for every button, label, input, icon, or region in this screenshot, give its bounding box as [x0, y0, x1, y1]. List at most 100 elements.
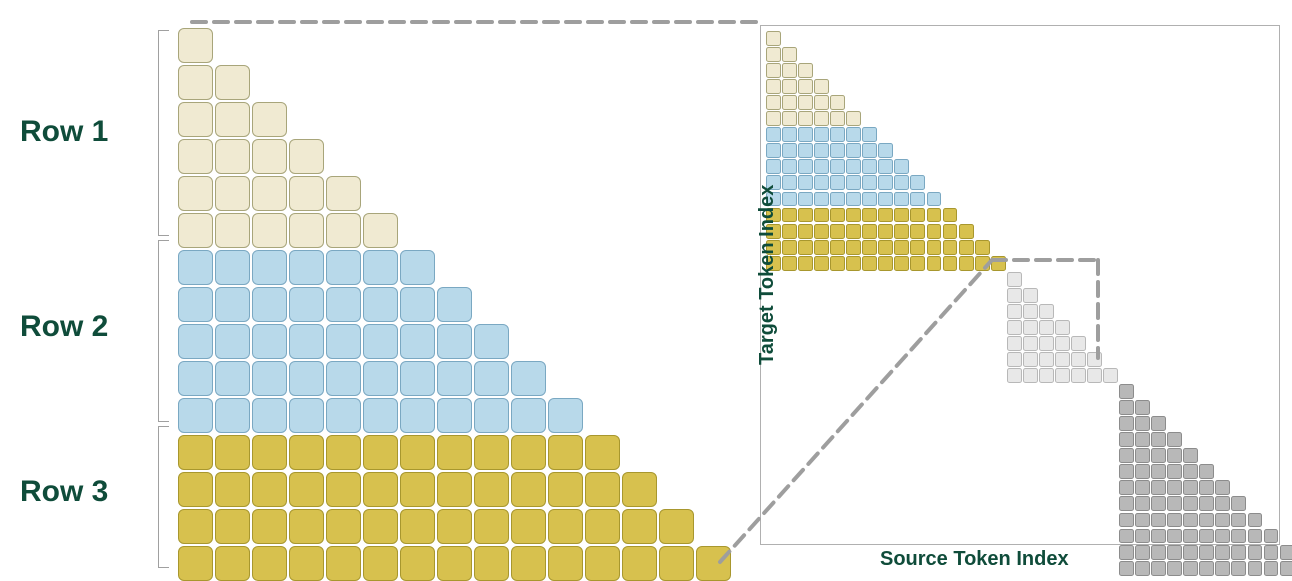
grid-cell: [766, 95, 781, 110]
grid-cell: [1167, 545, 1182, 560]
grid-cell: [252, 398, 287, 433]
grid-cell: [894, 240, 909, 255]
grid-cell: [252, 546, 287, 581]
grid-cell: [782, 208, 797, 223]
grid-cell: [215, 361, 250, 396]
grid-cell: [1167, 513, 1182, 528]
grid-cell: [1280, 561, 1292, 576]
grid-cell: [1023, 288, 1038, 303]
grid-cell: [1199, 545, 1214, 560]
grid-cell: [782, 224, 797, 239]
grid-cell: [814, 95, 829, 110]
grid-cell: [846, 224, 861, 239]
grid-cell: [1055, 368, 1070, 383]
grid-cell: [326, 435, 361, 470]
grid-cell: [252, 250, 287, 285]
grid-cell: [814, 127, 829, 142]
grid-cell: [1023, 368, 1038, 383]
grid-cell: [910, 175, 925, 190]
grid-cell: [511, 361, 546, 396]
grid-cell: [814, 143, 829, 158]
grid-cell: [1151, 561, 1166, 576]
grid-cell: [215, 213, 250, 248]
grid-cell: [975, 256, 990, 271]
grid-cell: [878, 175, 893, 190]
grid-cell: [894, 192, 909, 207]
grid-cell: [585, 472, 620, 507]
grid-cell: [659, 509, 694, 544]
grid-cell: [400, 435, 435, 470]
grid-cell: [178, 213, 213, 248]
grid-cell: [1248, 529, 1263, 544]
grid-cell: [1167, 529, 1182, 544]
grid-cell: [1199, 464, 1214, 479]
grid-cell: [1071, 352, 1086, 367]
grid-cell: [782, 63, 797, 78]
grid-cell: [943, 256, 958, 271]
grid-cell: [474, 472, 509, 507]
grid-cell: [252, 361, 287, 396]
grid-cell: [878, 240, 893, 255]
grid-cell: [326, 398, 361, 433]
grid-cell: [1183, 513, 1198, 528]
grid-cell: [830, 175, 845, 190]
grid-cell: [585, 435, 620, 470]
grid-cell: [511, 435, 546, 470]
grid-cell: [782, 111, 797, 126]
grid-cell: [1231, 545, 1246, 560]
grid-cell: [252, 472, 287, 507]
grid-cell: [1231, 529, 1246, 544]
grid-cell: [1183, 496, 1198, 511]
grid-cell: [1151, 464, 1166, 479]
grid-cell: [252, 213, 287, 248]
grid-cell: [363, 509, 398, 544]
grid-cell: [437, 546, 472, 581]
grid-cell: [400, 324, 435, 359]
grid-cell: [1023, 336, 1038, 351]
grid-cell: [1183, 464, 1198, 479]
grid-cell: [1215, 545, 1230, 560]
grid-cell: [814, 208, 829, 223]
grid-cell: [943, 208, 958, 223]
grid-cell: [1215, 480, 1230, 495]
row-label-2: Row 2: [20, 310, 108, 344]
grid-cell: [798, 159, 813, 174]
grid-cell: [782, 175, 797, 190]
row-label-1: Row 1: [20, 115, 108, 149]
grid-cell: [830, 256, 845, 271]
grid-cell: [894, 256, 909, 271]
grid-cell: [178, 176, 213, 211]
grid-cell: [1151, 448, 1166, 463]
figure-canvas: { "figure": { "width": 1292, "height": 5…: [0, 0, 1292, 572]
grid-cell: [511, 509, 546, 544]
grid-cell: [400, 250, 435, 285]
grid-cell: [814, 175, 829, 190]
grid-cell: [1199, 513, 1214, 528]
grid-cell: [798, 127, 813, 142]
grid-cell: [326, 176, 361, 211]
grid-cell: [878, 224, 893, 239]
grid-cell: [862, 224, 877, 239]
grid-cell: [1039, 352, 1054, 367]
grid-cell: [1215, 529, 1230, 544]
grid-cell: [830, 95, 845, 110]
grid-cell: [548, 509, 583, 544]
grid-cell: [1167, 561, 1182, 576]
grid-cell: [766, 47, 781, 62]
grid-cell: [363, 398, 398, 433]
grid-cell: [862, 127, 877, 142]
grid-cell: [830, 127, 845, 142]
grid-cell: [252, 176, 287, 211]
grid-cell: [927, 192, 942, 207]
grid-cell: [782, 192, 797, 207]
grid-cell: [548, 398, 583, 433]
grid-cell: [1264, 561, 1279, 576]
grid-cell: [215, 287, 250, 322]
bracket-row1: [158, 30, 169, 236]
grid-cell: [1039, 320, 1054, 335]
grid-cell: [289, 176, 324, 211]
grid-cell: [830, 159, 845, 174]
grid-cell: [474, 324, 509, 359]
grid-cell: [1007, 304, 1022, 319]
y-axis-label: Target Token Index: [756, 185, 779, 365]
